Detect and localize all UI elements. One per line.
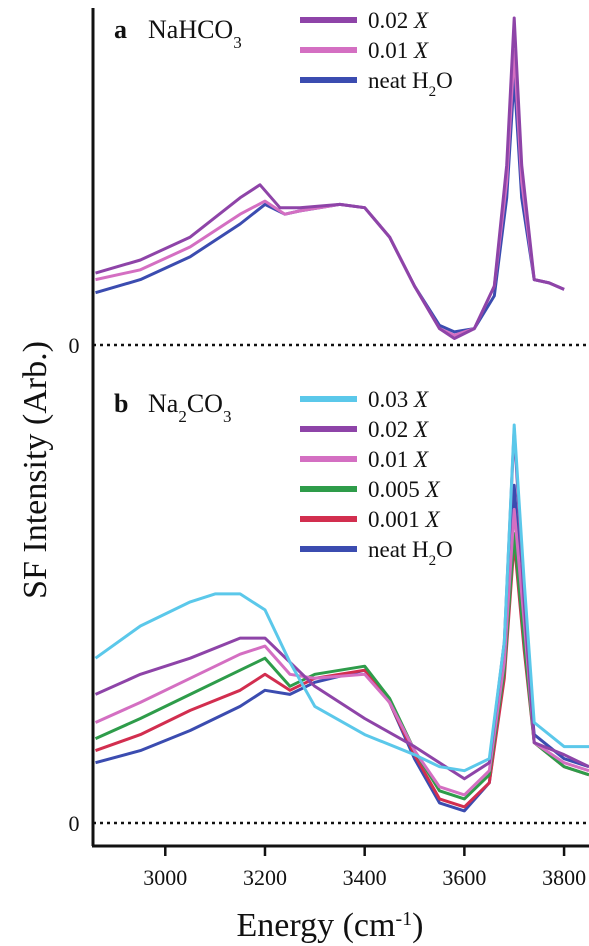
panel-a-legend-label-neat-h2o: neat H2O <box>368 68 453 100</box>
panel-b-series-0-02-x <box>94 427 589 781</box>
panel-b: b Na2CO3 0 0.03 X 0.02 X 0.01 X 0.005 X 0.00… <box>69 387 589 836</box>
x-tick-label-3600: 3600 <box>442 865 486 890</box>
panel-a-legend: 0.02 X 0.01 X neat H2O <box>300 8 453 100</box>
x-axis-ticks: 3000 3200 3400 3600 3800 <box>143 846 586 890</box>
panel-b-legend: 0.03 X 0.02 X 0.01 X 0.005 X 0.001 X neat H2O <box>300 387 453 569</box>
panel-b-zero-label: 0 <box>69 811 80 836</box>
panel-b-legend-label-0-01-x: 0.01 X <box>368 447 429 472</box>
panel-b-legend-label-0-03-x: 0.03 X <box>368 387 429 412</box>
x-tick-label-3200: 3200 <box>243 865 287 890</box>
panel-a-legend-label-0-02-x: 0.02 X <box>368 8 429 33</box>
x-axis-label: Energy (cm-1) <box>237 907 424 944</box>
panel-b-title: Na2CO3 <box>148 389 231 426</box>
panel-a-legend-label-0-01-x: 0.01 X <box>368 38 429 63</box>
panel-b-series-0-03-x <box>94 423 589 773</box>
panel-b-letter: b <box>114 389 128 418</box>
x-tick-label-3800: 3800 <box>542 865 586 890</box>
panel-a-zero-label: 0 <box>69 333 80 358</box>
panel-a-series-group <box>95 16 565 340</box>
panel-a-letter: a <box>114 15 127 44</box>
panel-a: a NaHCO3 0 0.02 X 0.01 X neat H2O <box>69 8 589 358</box>
panel-b-series-group <box>94 423 589 813</box>
panel-b-series-0-001-x <box>94 540 589 809</box>
panel-a-series-0-02-x <box>95 16 565 340</box>
x-tick-label-3400: 3400 <box>343 865 387 890</box>
y-axis-label: SF Intensity (Arb.) <box>17 341 54 599</box>
x-tick-label-3000: 3000 <box>143 865 187 890</box>
panel-b-legend-label-0-02-x: 0.02 X <box>368 417 429 442</box>
panel-b-legend-label-0-001-x: 0.001 X <box>368 507 441 532</box>
panel-b-legend-label-neat-h2o: neat H2O <box>368 537 453 569</box>
panel-b-legend-label-0-005-x: 0.005 X <box>368 477 441 502</box>
panel-a-title: NaHCO3 <box>148 15 242 52</box>
